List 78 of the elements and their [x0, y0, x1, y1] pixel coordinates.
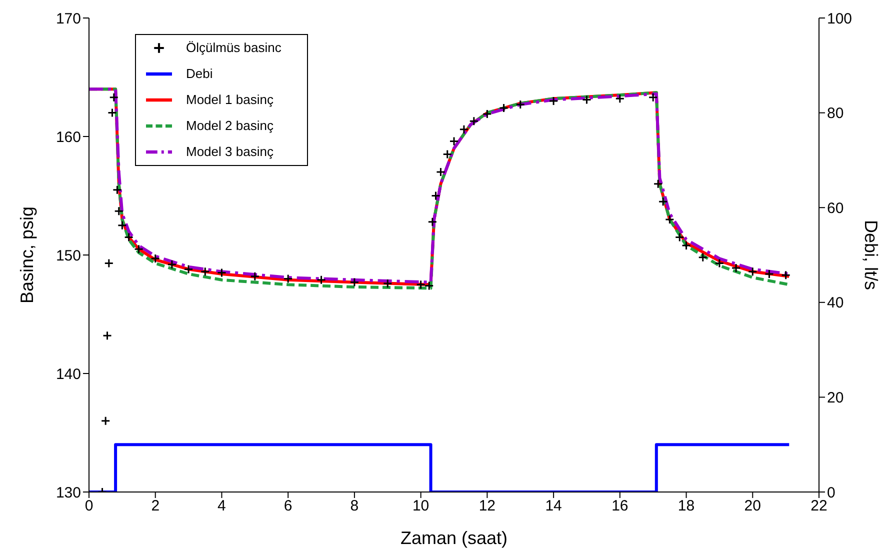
point [316, 275, 326, 285]
legend-label: Model 3 basinç [186, 144, 274, 160]
point [431, 191, 440, 200]
x-tick-label: 20 [744, 498, 761, 515]
x-tick-label: 8 [350, 498, 359, 515]
y-tick-label: 160 [56, 128, 81, 146]
x-tick-label: 14 [545, 498, 562, 515]
legend-label: Model 2 basinç [186, 118, 274, 134]
point [150, 254, 160, 264]
point [714, 258, 724, 268]
point [648, 92, 658, 102]
point [781, 270, 791, 280]
point [102, 330, 112, 340]
point [117, 220, 127, 230]
point [382, 278, 392, 288]
point [658, 196, 668, 206]
point [442, 150, 452, 160]
x-tick-label: 2 [151, 498, 160, 515]
point [167, 260, 177, 270]
point [200, 266, 210, 276]
y2-tick-label: 40 [827, 294, 844, 312]
point [350, 278, 360, 288]
y-axis-title: Basinc, psig [16, 206, 37, 304]
y2-tick-label: 20 [827, 390, 844, 407]
point [109, 92, 119, 102]
y-tick-label: 140 [56, 366, 81, 383]
x-tick-label: 18 [678, 498, 695, 515]
y2-tick-label: 100 [827, 10, 852, 28]
point [748, 266, 758, 276]
point [516, 100, 526, 110]
point [114, 206, 124, 216]
x-tick-label: 0 [84, 498, 94, 515]
y2-tick-label: 60 [827, 200, 844, 217]
point [469, 116, 479, 126]
y-tick-label: 150 [56, 247, 81, 264]
point [184, 264, 194, 274]
point [283, 274, 293, 284]
legend-label: Model 1 basinç [186, 92, 274, 108]
legend-label: Debi [186, 66, 213, 82]
point [653, 179, 663, 189]
point [664, 214, 674, 224]
point [124, 232, 134, 242]
point [107, 108, 117, 118]
point [764, 269, 774, 279]
point [499, 103, 509, 113]
point [216, 268, 226, 278]
x-axis-title: Zaman (saat) [400, 528, 508, 548]
point [104, 258, 114, 268]
y2-tick-label: 0 [827, 484, 836, 502]
x-tick-label: 12 [478, 498, 496, 515]
y-tick-label: 170 [56, 10, 81, 28]
point [449, 136, 459, 146]
point [134, 244, 144, 254]
x-tick-label: 22 [810, 498, 828, 515]
point [674, 232, 684, 242]
point [731, 263, 741, 273]
point [482, 109, 492, 119]
point [459, 124, 469, 134]
point [416, 280, 426, 290]
point [548, 96, 558, 106]
point [250, 272, 260, 282]
point [698, 252, 708, 262]
point [682, 240, 692, 250]
point [582, 95, 592, 105]
point [615, 94, 625, 104]
point [424, 281, 434, 291]
y2-tick-label: 80 [827, 105, 844, 122]
point [436, 167, 446, 177]
x-tick-label: 4 [218, 498, 226, 515]
point [112, 185, 122, 195]
x-tick-label: 16 [612, 498, 628, 515]
y2-axis-title: Debi, lt/s [861, 220, 882, 290]
point [428, 217, 438, 227]
point [100, 416, 110, 426]
x-tick-label: 6 [284, 498, 292, 515]
legend-label: Ölçülmüs basinc [186, 40, 282, 56]
y-tick-label: 130 [56, 484, 81, 502]
x-tick-label: 10 [412, 498, 430, 515]
